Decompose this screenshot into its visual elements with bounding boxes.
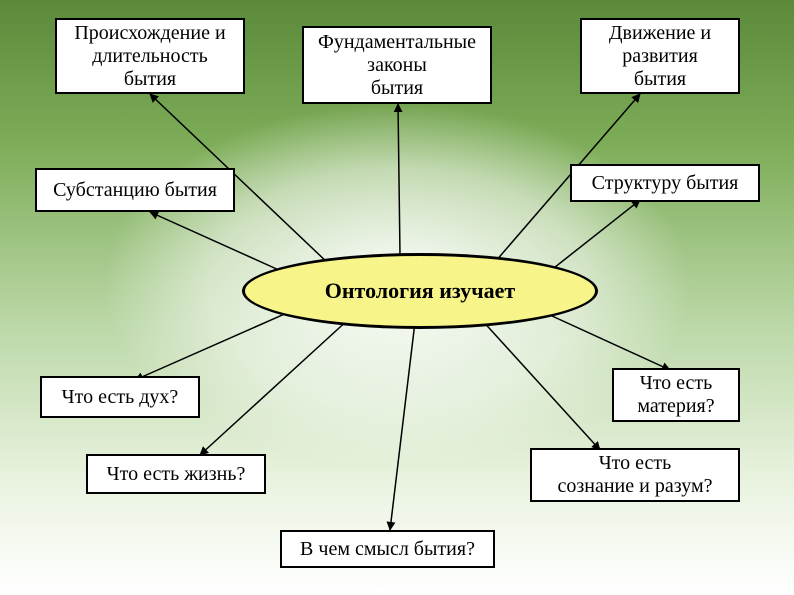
node-label: Структуру бытия [592,172,739,195]
node-label: Субстанцию бытия [53,179,217,202]
node-n9: Что есть сознание и разум? [530,448,740,502]
node-label: Что есть жизнь? [107,463,246,486]
node-label: В чем смысл бытия? [300,538,475,561]
node-label: Что есть материя? [637,372,714,418]
node-label: Происхождение и длительность бытия [74,22,225,91]
node-n1: Происхождение и длительность бытия [55,18,245,94]
node-n2: Фундаментальные законы бытия [302,26,492,104]
node-n7: Что есть материя? [612,368,740,422]
node-n10: В чем смысл бытия? [280,530,495,568]
center-label: Онтология изучает [325,278,515,304]
node-n3: Движение и развития бытия [580,18,740,94]
node-n5: Структуру бытия [570,164,760,202]
node-label: Движение и развития бытия [609,22,711,91]
node-label: Что есть дух? [62,386,179,409]
node-label: Что есть сознание и разум? [558,452,713,498]
node-n4: Субстанцию бытия [35,168,235,212]
node-n8: Что есть жизнь? [86,454,266,494]
center-node: Онтология изучает [242,253,598,329]
node-n6: Что есть дух? [40,376,200,418]
node-label: Фундаментальные законы бытия [318,31,476,100]
